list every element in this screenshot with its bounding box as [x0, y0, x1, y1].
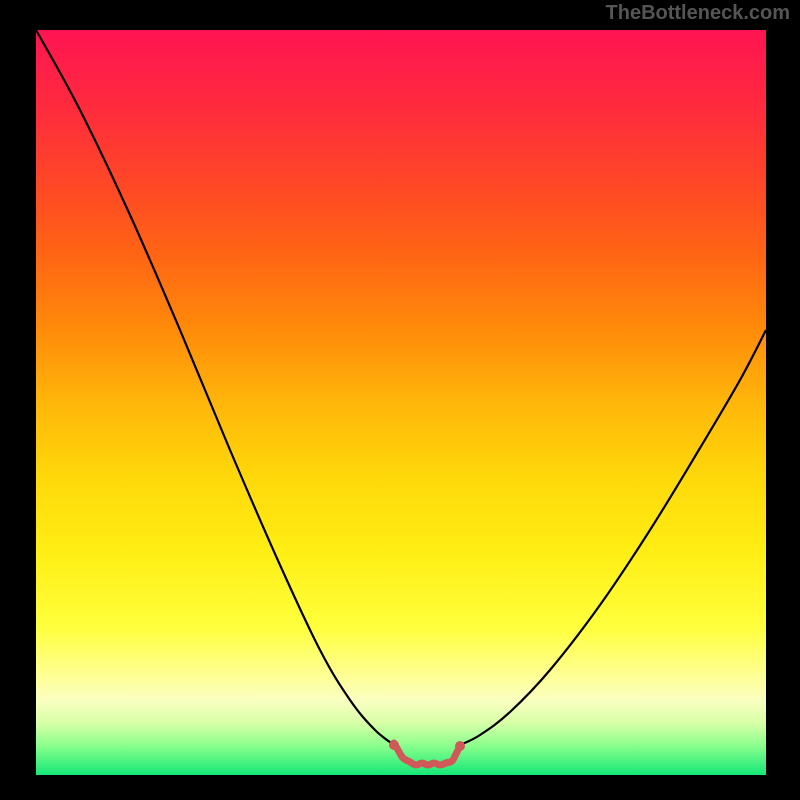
plot-area	[36, 30, 766, 775]
bottleneck-curve	[36, 30, 766, 775]
watermark-text: TheBottleneck.com	[606, 2, 790, 25]
